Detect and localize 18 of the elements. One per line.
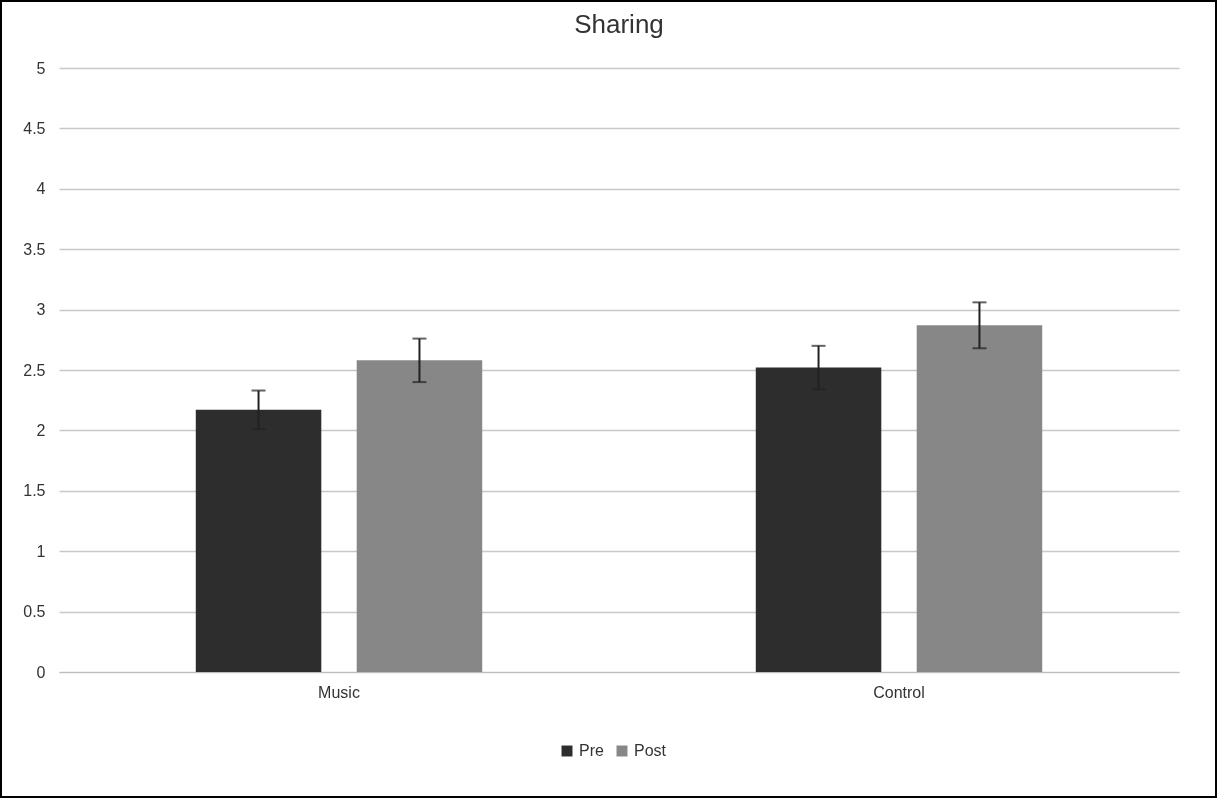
y-tick-label: 0 [36, 663, 46, 681]
y-tick-label: 2.5 [23, 361, 46, 379]
legend-label: Post [634, 742, 667, 759]
bar [916, 325, 1043, 672]
legend-label: Pre [579, 742, 604, 759]
x-tick-label: Control [873, 683, 925, 701]
x-tick-label: Music [318, 683, 360, 701]
y-tick-label: 2 [36, 421, 46, 439]
y-tick-label: 5 [36, 59, 46, 77]
y-tick-label: 3.5 [23, 240, 46, 258]
chart-title: Sharing [574, 9, 664, 39]
y-tick-label: 1 [36, 542, 46, 560]
y-tick-label: 4.5 [23, 119, 46, 137]
bar [356, 360, 483, 672]
y-tick-label: 4 [36, 180, 46, 198]
y-tick-label: 0.5 [23, 603, 46, 621]
y-tick-label: 3 [36, 301, 46, 319]
y-tick-label: 1.5 [23, 482, 46, 500]
